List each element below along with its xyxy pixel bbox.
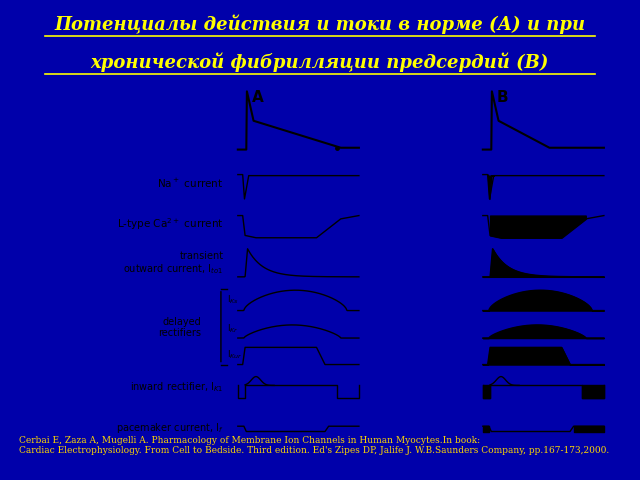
Text: хронической фибрилляции предсердий (В): хронической фибрилляции предсердий (В) <box>91 52 549 72</box>
Text: inward rectifier, I$_{K1}$: inward rectifier, I$_{K1}$ <box>131 380 224 394</box>
Text: transient
outward current, I$_{to1}$: transient outward current, I$_{to1}$ <box>124 251 224 276</box>
Text: A: A <box>252 90 264 105</box>
Text: B: B <box>497 90 508 105</box>
Text: Cerbai E, Zaza A, Mugelli A. Pharmacology of Membrane Ion Channels in Human Myoc: Cerbai E, Zaza A, Mugelli A. Pharmacolog… <box>19 436 609 456</box>
Text: Na$^+$ current: Na$^+$ current <box>157 177 224 190</box>
Text: L-type Ca$^{2+}$ current: L-type Ca$^{2+}$ current <box>117 216 224 232</box>
Text: pacemaker current, I$_f$: pacemaker current, I$_f$ <box>116 420 224 434</box>
Text: I$_{Ks}$: I$_{Ks}$ <box>227 293 239 306</box>
Text: I$_{Kur}$: I$_{Kur}$ <box>227 349 243 361</box>
Text: Потенциалы действия и токи в норме (А) и при: Потенциалы действия и токи в норме (А) и… <box>54 14 586 34</box>
Text: delayed
rectifiers: delayed rectifiers <box>158 316 201 338</box>
Text: I$_{Kr}$: I$_{Kr}$ <box>227 322 238 335</box>
